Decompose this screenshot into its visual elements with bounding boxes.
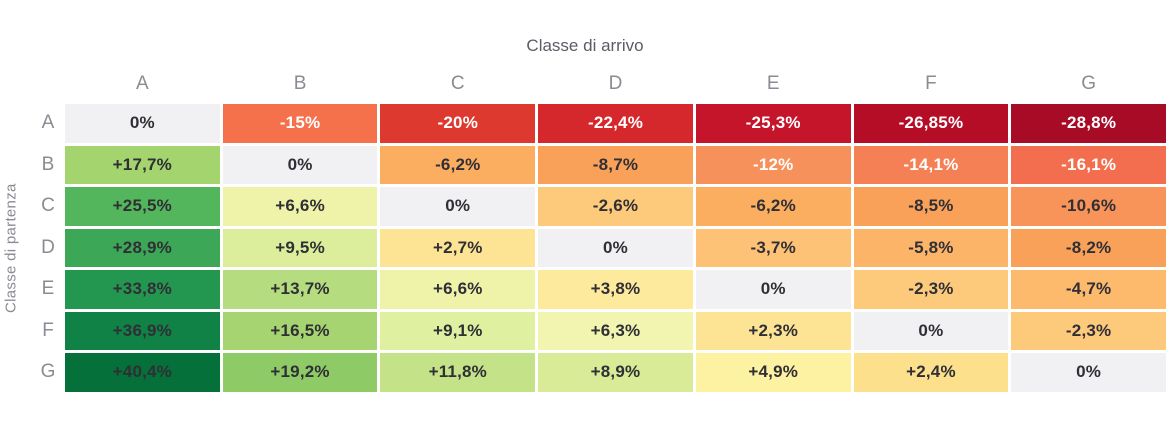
heatmap-cell-F-C: +9,1% [380, 311, 536, 350]
heatmap-cell-A-E: -25,3% [695, 104, 851, 143]
heatmap-cell-A-C: -20% [380, 104, 536, 143]
heatmap-cell-G-G: 0% [1011, 353, 1166, 392]
heatmap-cell-F-D: +6,3% [538, 311, 693, 350]
heatmap-cell-B-D: -8,7% [538, 145, 693, 184]
heatmap-cell-G-B: +19,2% [222, 353, 378, 392]
heatmap-cell-B-E: -12% [695, 145, 851, 184]
heatmap-cell-F-G: -2,3% [1011, 311, 1166, 350]
heatmap-cell-D-C: +2,7% [380, 228, 536, 267]
column-header-B: B [293, 73, 307, 94]
heatmap-cell-C-B: +6,6% [222, 187, 378, 226]
column-header-F: F [925, 73, 937, 94]
heatmap-cell-C-A: +25,5% [65, 187, 220, 226]
heatmap-cell-A-F: -26,85% [853, 104, 1009, 143]
heatmap-cell-E-D: +3,8% [538, 270, 693, 309]
grid-corner-spacer [34, 66, 62, 101]
heatmap-cell-E-C: +6,6% [380, 270, 536, 309]
heatmap-cell-D-A: +28,9% [65, 228, 220, 267]
column-header-A: A [136, 73, 149, 94]
heatmap-cell-G-E: +4,9% [695, 353, 851, 392]
heatmap-cell-E-A: +33,8% [65, 270, 220, 309]
row-label-G: G [40, 361, 56, 383]
row-label-A: A [41, 112, 55, 134]
heatmap-cell-C-G: -10,6% [1011, 187, 1166, 226]
heatmap-cell-B-A: +17,7% [65, 145, 220, 184]
heatmap-cell-F-F: 0% [853, 311, 1009, 350]
heatmap-cell-D-B: +9,5% [222, 228, 378, 267]
heatmap-cell-C-E: -6,2% [695, 187, 851, 226]
heatmap-cell-C-C: 0% [380, 187, 536, 226]
heatmap-cell-E-B: +13,7% [222, 270, 378, 309]
heatmap-cell-A-A: 0% [65, 104, 220, 143]
heatmap-cell-B-F: -14,1% [853, 145, 1009, 184]
heatmap-cell-C-D: -2,6% [538, 187, 693, 226]
heatmap-cell-G-F: +2,4% [853, 353, 1009, 392]
heatmap-cell-E-G: -4,7% [1011, 270, 1166, 309]
heatmap-cell-A-B: -15% [222, 104, 378, 143]
y-axis-title: Classe di partenza [2, 183, 20, 313]
heatmap-cell-D-D: 0% [538, 228, 693, 267]
x-axis-title: Classe di arrivo [526, 36, 644, 55]
row-label-B: B [41, 153, 55, 175]
heatmap-grid: A B C D E F G A 0% -15% -20% -22,4% -25,3% -26,85% -28… [34, 66, 1166, 392]
heatmap-cell-A-D: -22,4% [538, 104, 693, 143]
heatmap-cell-D-E: -3,7% [695, 228, 851, 267]
heatmap-cell-G-A: +40,4% [65, 353, 220, 392]
column-header-D: D [608, 73, 623, 94]
heatmap-cell-D-F: -5,8% [853, 228, 1009, 267]
heatmap-cell-A-G: -28,8% [1011, 104, 1166, 143]
heatmap-cell-D-G: -8,2% [1011, 228, 1166, 267]
heatmap-cell-B-B: 0% [222, 145, 378, 184]
heatmap-cell-B-C: -6,2% [380, 145, 536, 184]
column-header-E: E [766, 73, 780, 94]
row-label-C: C [41, 195, 55, 217]
row-label-E: E [41, 278, 55, 300]
heatmap-cell-F-B: +16,5% [222, 311, 378, 350]
heatmap-cell-F-A: +36,9% [65, 311, 220, 350]
heatmap-cell-F-E: +2,3% [695, 311, 851, 350]
heatmap-cell-G-C: +11,8% [380, 353, 536, 392]
heatmap-cell-E-F: -2,3% [853, 270, 1009, 309]
heatmap-cell-B-G: -16,1% [1011, 145, 1166, 184]
heatmap-cell-C-F: -8,5% [853, 187, 1009, 226]
row-label-D: D [41, 236, 55, 258]
column-header-C: C [450, 73, 465, 94]
heatmap-cell-E-E: 0% [695, 270, 851, 309]
column-header-G: G [1081, 73, 1097, 94]
heatmap-cell-G-D: +8,9% [538, 353, 693, 392]
row-label-F: F [42, 319, 54, 341]
